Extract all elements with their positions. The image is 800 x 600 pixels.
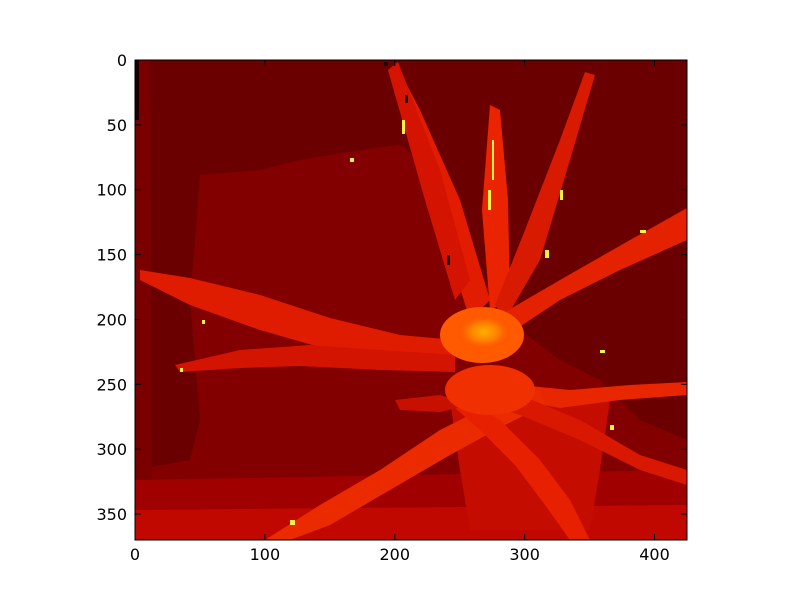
leaf-top-center-2: [388, 62, 470, 300]
leaf-right-upper: [505, 208, 687, 330]
y-tick-label: 50: [107, 116, 127, 135]
leaf-top-mid: [482, 105, 510, 310]
y-tick-label: 250: [96, 375, 127, 394]
leaf-lower-left-diagonal: [265, 390, 545, 540]
leaf-top-right: [495, 72, 595, 320]
rosette-core: [456, 314, 512, 350]
leaf-right-lower: [515, 382, 687, 408]
y-axis-ticks: 0 50 100 150 200 250 300 350: [96, 51, 687, 524]
left-edge-band: [135, 60, 152, 540]
leaf-bottom-right-diagonal: [455, 395, 590, 540]
rosette-base: [445, 365, 535, 415]
leaf-left-long: [140, 270, 455, 360]
x-axis-ticks: 0 100 200 300 400: [130, 60, 670, 564]
axes-frame: [134, 59, 688, 541]
highlight-speckles: [180, 120, 646, 525]
leaf-lower-right-diagonal: [470, 380, 687, 485]
y-tick-label: 0: [117, 51, 127, 70]
leaf-left-middle: [175, 345, 455, 372]
x-tick-label: 300: [509, 545, 540, 564]
shadow-speckles: [135, 60, 450, 265]
x-tick-label: 100: [250, 545, 281, 564]
x-tick-label: 200: [379, 545, 410, 564]
x-tick-label: 400: [639, 545, 670, 564]
y-tick-label: 350: [96, 505, 127, 524]
y-tick-label: 150: [96, 246, 127, 265]
y-tick-label: 100: [96, 181, 127, 200]
heatmap-image: [135, 60, 687, 540]
y-tick-label: 200: [96, 310, 127, 329]
y-tick-label: 300: [96, 440, 127, 459]
x-tick-label: 0: [130, 545, 140, 564]
floor-band-near: [135, 505, 687, 540]
